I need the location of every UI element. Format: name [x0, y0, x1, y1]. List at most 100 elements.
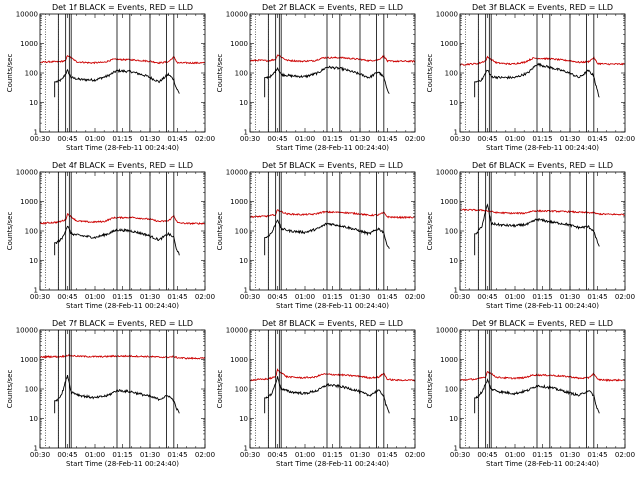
x-tick-label: 01:45 [377, 451, 397, 459]
x-tick-label: 01:30 [140, 293, 160, 301]
guide-lines [255, 172, 269, 290]
x-tick-label: 01:45 [167, 451, 187, 459]
y-tick-label: 1000 [440, 198, 458, 206]
plot-frame [459, 171, 626, 291]
y-tick-label: 10 [449, 257, 458, 265]
x-tick-label: 01:15 [532, 451, 552, 459]
y-tick-label: 100 [235, 386, 248, 394]
guide-lines [255, 14, 269, 132]
x-tick-label: 00:45 [57, 451, 77, 459]
x-tick-label: 00:45 [477, 451, 497, 459]
plot-frame [249, 13, 416, 133]
x-tick-label: 01:30 [350, 135, 370, 143]
y-tick-label: 10 [239, 257, 248, 265]
y-tick-label: 100 [445, 228, 458, 236]
x-tick-label: 00:45 [267, 293, 287, 301]
y-tick-label: 10000 [16, 327, 38, 335]
y-tick-label: 100 [25, 228, 38, 236]
chart-panel-5: Det 5f BLACK = Events, RED = LLD 1 10 100 10… [216, 161, 425, 310]
y-tick-label: 10000 [16, 11, 38, 19]
guide-lines [45, 14, 59, 132]
x-tick-label: 01:15 [112, 451, 132, 459]
x-tick-label: 01:15 [532, 135, 552, 143]
plot-frame [249, 171, 416, 291]
y-tick-label: 100 [445, 386, 458, 394]
y-tick-label: 1 [34, 287, 38, 295]
chart-panel-9: Det 9f BLACK = Events, RED = LLD 1 10 100 10… [426, 319, 635, 468]
y-tick-label: 1 [454, 129, 458, 137]
y-tick-label: 10 [29, 257, 38, 265]
x-tick-label: 00:30 [450, 293, 470, 301]
x-axis-label: Start Time (28-Feb-11 00:24:40) [486, 460, 599, 468]
x-tick-label: 01:00 [295, 451, 315, 459]
chart-title: Det 1f BLACK = Events, RED = LLD [52, 3, 193, 12]
x-axis-label: Start Time (28-Feb-11 00:24:40) [486, 144, 599, 152]
y-tick-label: 1 [454, 445, 458, 453]
series-line-lld [460, 371, 625, 382]
x-tick-label: 00:45 [57, 135, 77, 143]
series-line-lld [40, 55, 205, 65]
y-tick-label: 1000 [20, 198, 38, 206]
y-tick-label: 10000 [436, 327, 458, 335]
y-tick-label: 100 [235, 70, 248, 78]
guide-lines [45, 172, 59, 290]
x-tick-label: 01:15 [322, 293, 342, 301]
y-tick-label: 100 [235, 228, 248, 236]
guide-lines [255, 330, 269, 448]
guide-lines [465, 14, 479, 132]
y-tick-label: 1000 [440, 40, 458, 48]
y-tick-label: 1000 [230, 40, 248, 48]
x-tick-label: 00:30 [240, 451, 260, 459]
y-tick-label: 1 [34, 445, 38, 453]
x-tick-label: 01:30 [350, 451, 370, 459]
x-axis-label: Start Time (28-Feb-11 00:24:40) [276, 144, 389, 152]
y-tick-label: 1000 [20, 40, 38, 48]
y-axis-label: Counts/sec [426, 370, 434, 409]
x-tick-label: 01:45 [377, 135, 397, 143]
chart-title: Det 7f BLACK = Events, RED = LLD [52, 319, 193, 328]
x-tick-label: 01:15 [112, 135, 132, 143]
x-tick-label: 00:45 [477, 293, 497, 301]
plot-frame [459, 329, 626, 449]
y-tick-label: 10 [29, 415, 38, 423]
guide-lines [45, 330, 59, 448]
x-tick-label: 02:00 [195, 451, 215, 459]
x-tick-label: 00:45 [267, 135, 287, 143]
x-tick-label: 01:00 [505, 293, 525, 301]
series-line-lld [460, 55, 625, 66]
x-tick-label: 00:45 [477, 135, 497, 143]
series-line-lld [40, 354, 205, 360]
series-line-lld [460, 208, 625, 216]
chart-title: Det 5f BLACK = Events, RED = LLD [262, 161, 403, 170]
y-axis-label: Counts/sec [216, 212, 224, 251]
chart-panel-7: Det 7f BLACK = Events, RED = LLD 1 10 100 10… [6, 319, 215, 468]
y-tick-label: 10000 [226, 169, 248, 177]
y-tick-label: 10 [239, 415, 248, 423]
x-axis-label: Start Time (28-Feb-11 00:24:40) [66, 144, 179, 152]
plot-frame [39, 13, 206, 133]
x-tick-label: 01:30 [560, 135, 580, 143]
chart-title: Det 3f BLACK = Events, RED = LLD [472, 3, 613, 12]
x-tick-label: 02:00 [195, 135, 215, 143]
chart-panel-6: Det 6f BLACK = Events, RED = LLD 1 10 100 10… [426, 161, 635, 310]
x-tick-label: 00:45 [57, 293, 77, 301]
x-axis-label: Start Time (28-Feb-11 00:24:40) [276, 460, 389, 468]
guide-lines [465, 330, 479, 448]
x-tick-label: 01:45 [377, 293, 397, 301]
x-tick-label: 01:45 [587, 293, 607, 301]
x-tick-label: 01:15 [532, 293, 552, 301]
chart-title: Det 6f BLACK = Events, RED = LLD [472, 161, 613, 170]
x-tick-label: 01:00 [85, 135, 105, 143]
x-axis-label: Start Time (28-Feb-11 00:24:40) [66, 460, 179, 468]
x-tick-label: 00:30 [240, 293, 260, 301]
x-axis-label: Start Time (28-Feb-11 00:24:40) [66, 302, 179, 310]
chart-title: Det 4f BLACK = Events, RED = LLD [52, 161, 193, 170]
y-axis-label: Counts/sec [216, 370, 224, 409]
x-tick-label: 00:30 [30, 135, 50, 143]
x-tick-label: 01:15 [112, 293, 132, 301]
plot-frame [39, 329, 206, 449]
x-tick-label: 00:30 [30, 451, 50, 459]
y-tick-label: 10000 [16, 169, 38, 177]
chart-panel-2: Det 2f BLACK = Events, RED = LLD 1 10 100 10… [216, 3, 425, 152]
x-tick-label: 00:30 [30, 293, 50, 301]
